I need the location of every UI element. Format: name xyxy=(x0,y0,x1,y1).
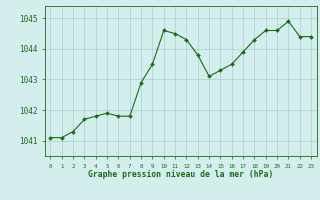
X-axis label: Graphe pression niveau de la mer (hPa): Graphe pression niveau de la mer (hPa) xyxy=(88,170,273,179)
